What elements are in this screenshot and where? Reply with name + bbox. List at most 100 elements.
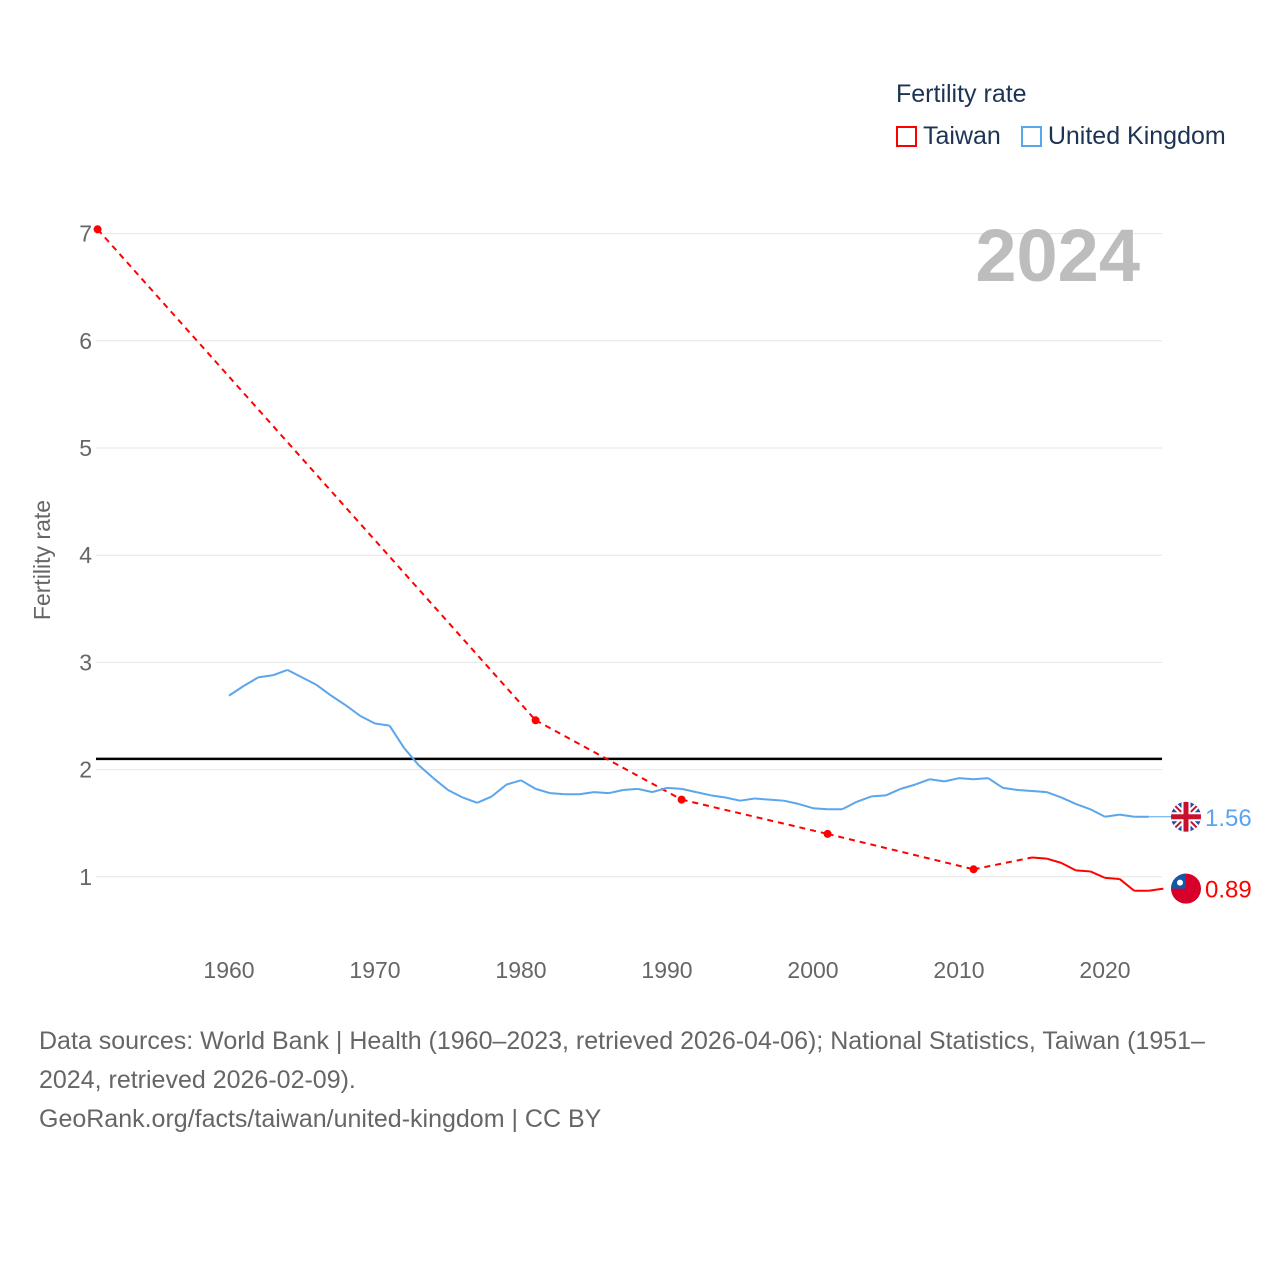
united-kingdom-end-label: 1.56: [1205, 805, 1252, 832]
united-kingdom-segment: [286, 669, 303, 679]
united-kingdom-segment: [608, 788, 624, 795]
united-kingdom-segment: [520, 779, 537, 790]
y-tick-label: 4: [79, 542, 92, 568]
y-tick-label: 6: [79, 328, 92, 354]
legend-item-taiwan[interactable]: Taiwan: [896, 122, 1001, 151]
legend-label-taiwan: Taiwan: [923, 122, 1001, 150]
united-kingdom-segment: [243, 676, 259, 687]
taiwan-end-label: 0.89: [1205, 877, 1252, 904]
united-kingdom-segment: [666, 786, 682, 790]
united-kingdom-segment: [929, 778, 945, 783]
united-kingdom-segment: [432, 777, 449, 791]
legend: Taiwan United Kingdom: [896, 122, 1246, 151]
taiwan-segment: [1060, 861, 1077, 872]
united-kingdom-segment: [1031, 790, 1047, 794]
united-kingdom-segment: [856, 795, 872, 803]
united-kingdom-segment: [798, 802, 814, 810]
x-tick-label: 2010: [933, 957, 984, 983]
x-tick-label: 1970: [349, 957, 400, 983]
year-label: 2024: [975, 214, 1140, 297]
united-kingdom-segment: [900, 783, 916, 790]
united-kingdom-segment: [1119, 813, 1135, 818]
united-kingdom-segment: [637, 787, 653, 794]
united-kingdom-segment: [462, 796, 478, 804]
legend-title: Fertility rate: [896, 80, 1027, 108]
united-kingdom-segment: [695, 791, 712, 797]
united-kingdom-segment: [1060, 796, 1077, 805]
united-kingdom-segment: [841, 800, 858, 811]
united-kingdom-segment: [754, 797, 770, 801]
data-sources: Data sources: World Bank | Health (1960–…: [39, 1027, 1205, 1094]
credit-link[interactable]: GeoRank.org/facts/taiwan/united-kingdom …: [39, 1105, 602, 1133]
united-kingdom-segment: [359, 715, 376, 725]
united-kingdom-segment: [476, 795, 493, 804]
taiwan-segment: [1031, 856, 1047, 860]
taiwan-segment: [1118, 878, 1135, 892]
legend-swatch-taiwan: [896, 126, 917, 147]
taiwan-point: [823, 829, 832, 838]
united-kingdom-segment: [403, 747, 420, 766]
taiwan-segment: [1148, 887, 1164, 892]
united-kingdom-segment: [1089, 808, 1106, 818]
united-kingdom-segment: [681, 787, 697, 794]
uk-flag-icon: [1171, 801, 1201, 832]
united-kingdom-segment: [623, 787, 638, 791]
taiwan-flag-icon: [1171, 873, 1201, 904]
united-kingdom-segment: [710, 794, 726, 799]
x-tick-label: 1980: [495, 957, 546, 983]
united-kingdom-segment: [447, 789, 464, 799]
united-kingdom-segment: [944, 777, 960, 783]
united-kingdom-segment: [228, 685, 245, 697]
united-kingdom-segment: [1017, 788, 1033, 793]
x-tick-label: 1960: [203, 957, 254, 983]
united-kingdom-segment: [725, 796, 741, 802]
y-tick-label: 2: [79, 757, 92, 783]
taiwan-segment: [1075, 869, 1091, 873]
y-tick-label: 3: [79, 649, 92, 675]
united-kingdom-segment: [593, 791, 609, 795]
x-tick-label: 2020: [1079, 957, 1130, 983]
united-kingdom-segment: [535, 787, 551, 795]
united-kingdom-segment: [316, 684, 332, 697]
united-kingdom-segment: [958, 777, 974, 781]
united-kingdom-segment: [1002, 786, 1018, 791]
united-kingdom-segment: [769, 798, 784, 802]
united-kingdom-segment: [491, 783, 508, 798]
united-kingdom-segment: [987, 777, 1004, 789]
united-kingdom-segment: [914, 778, 931, 786]
y-tick-label: 7: [79, 221, 92, 247]
united-kingdom-segment: [812, 807, 828, 811]
taiwan-segment: [1046, 857, 1062, 864]
flag-sun: [1177, 879, 1183, 886]
x-tick-label: 2000: [787, 957, 838, 983]
united-kingdom-segment: [550, 792, 565, 796]
united-kingdom-segment: [345, 704, 361, 717]
united-kingdom-segment: [1046, 791, 1062, 799]
taiwan-point: [531, 716, 540, 725]
united-kingdom-segment: [652, 786, 668, 794]
y-tick-label: 5: [79, 435, 92, 461]
united-kingdom-segment: [272, 668, 288, 677]
taiwan-point: [677, 795, 686, 804]
united-kingdom-segment: [579, 791, 595, 796]
x-tick-label: 1990: [641, 957, 692, 983]
united-kingdom-segment: [374, 722, 390, 727]
legend-item-united-kingdom[interactable]: United Kingdom: [1020, 122, 1226, 151]
taiwan-point: [93, 225, 102, 234]
united-kingdom-segment: [388, 725, 406, 749]
legend-swatch-united-kingdom: [1020, 126, 1042, 147]
uk-flag-body: [1171, 801, 1201, 832]
united-kingdom-segment: [330, 694, 347, 707]
taiwan-segment: [535, 719, 683, 801]
taiwan-segment: [96, 228, 537, 721]
united-kingdom-segment: [871, 794, 887, 798]
united-kingdom-segment: [1104, 813, 1120, 818]
taiwan-point: [969, 865, 978, 874]
y-axis-label: Fertility rate: [29, 500, 55, 620]
taiwan-segment: [973, 856, 1033, 871]
footer: Data sources: World Bank | Health (1960–…: [39, 1022, 1249, 1139]
united-kingdom-segment: [739, 797, 755, 802]
united-kingdom-segment: [258, 674, 273, 679]
taiwan-segment: [1089, 870, 1106, 879]
taiwan-segment: [681, 798, 828, 835]
